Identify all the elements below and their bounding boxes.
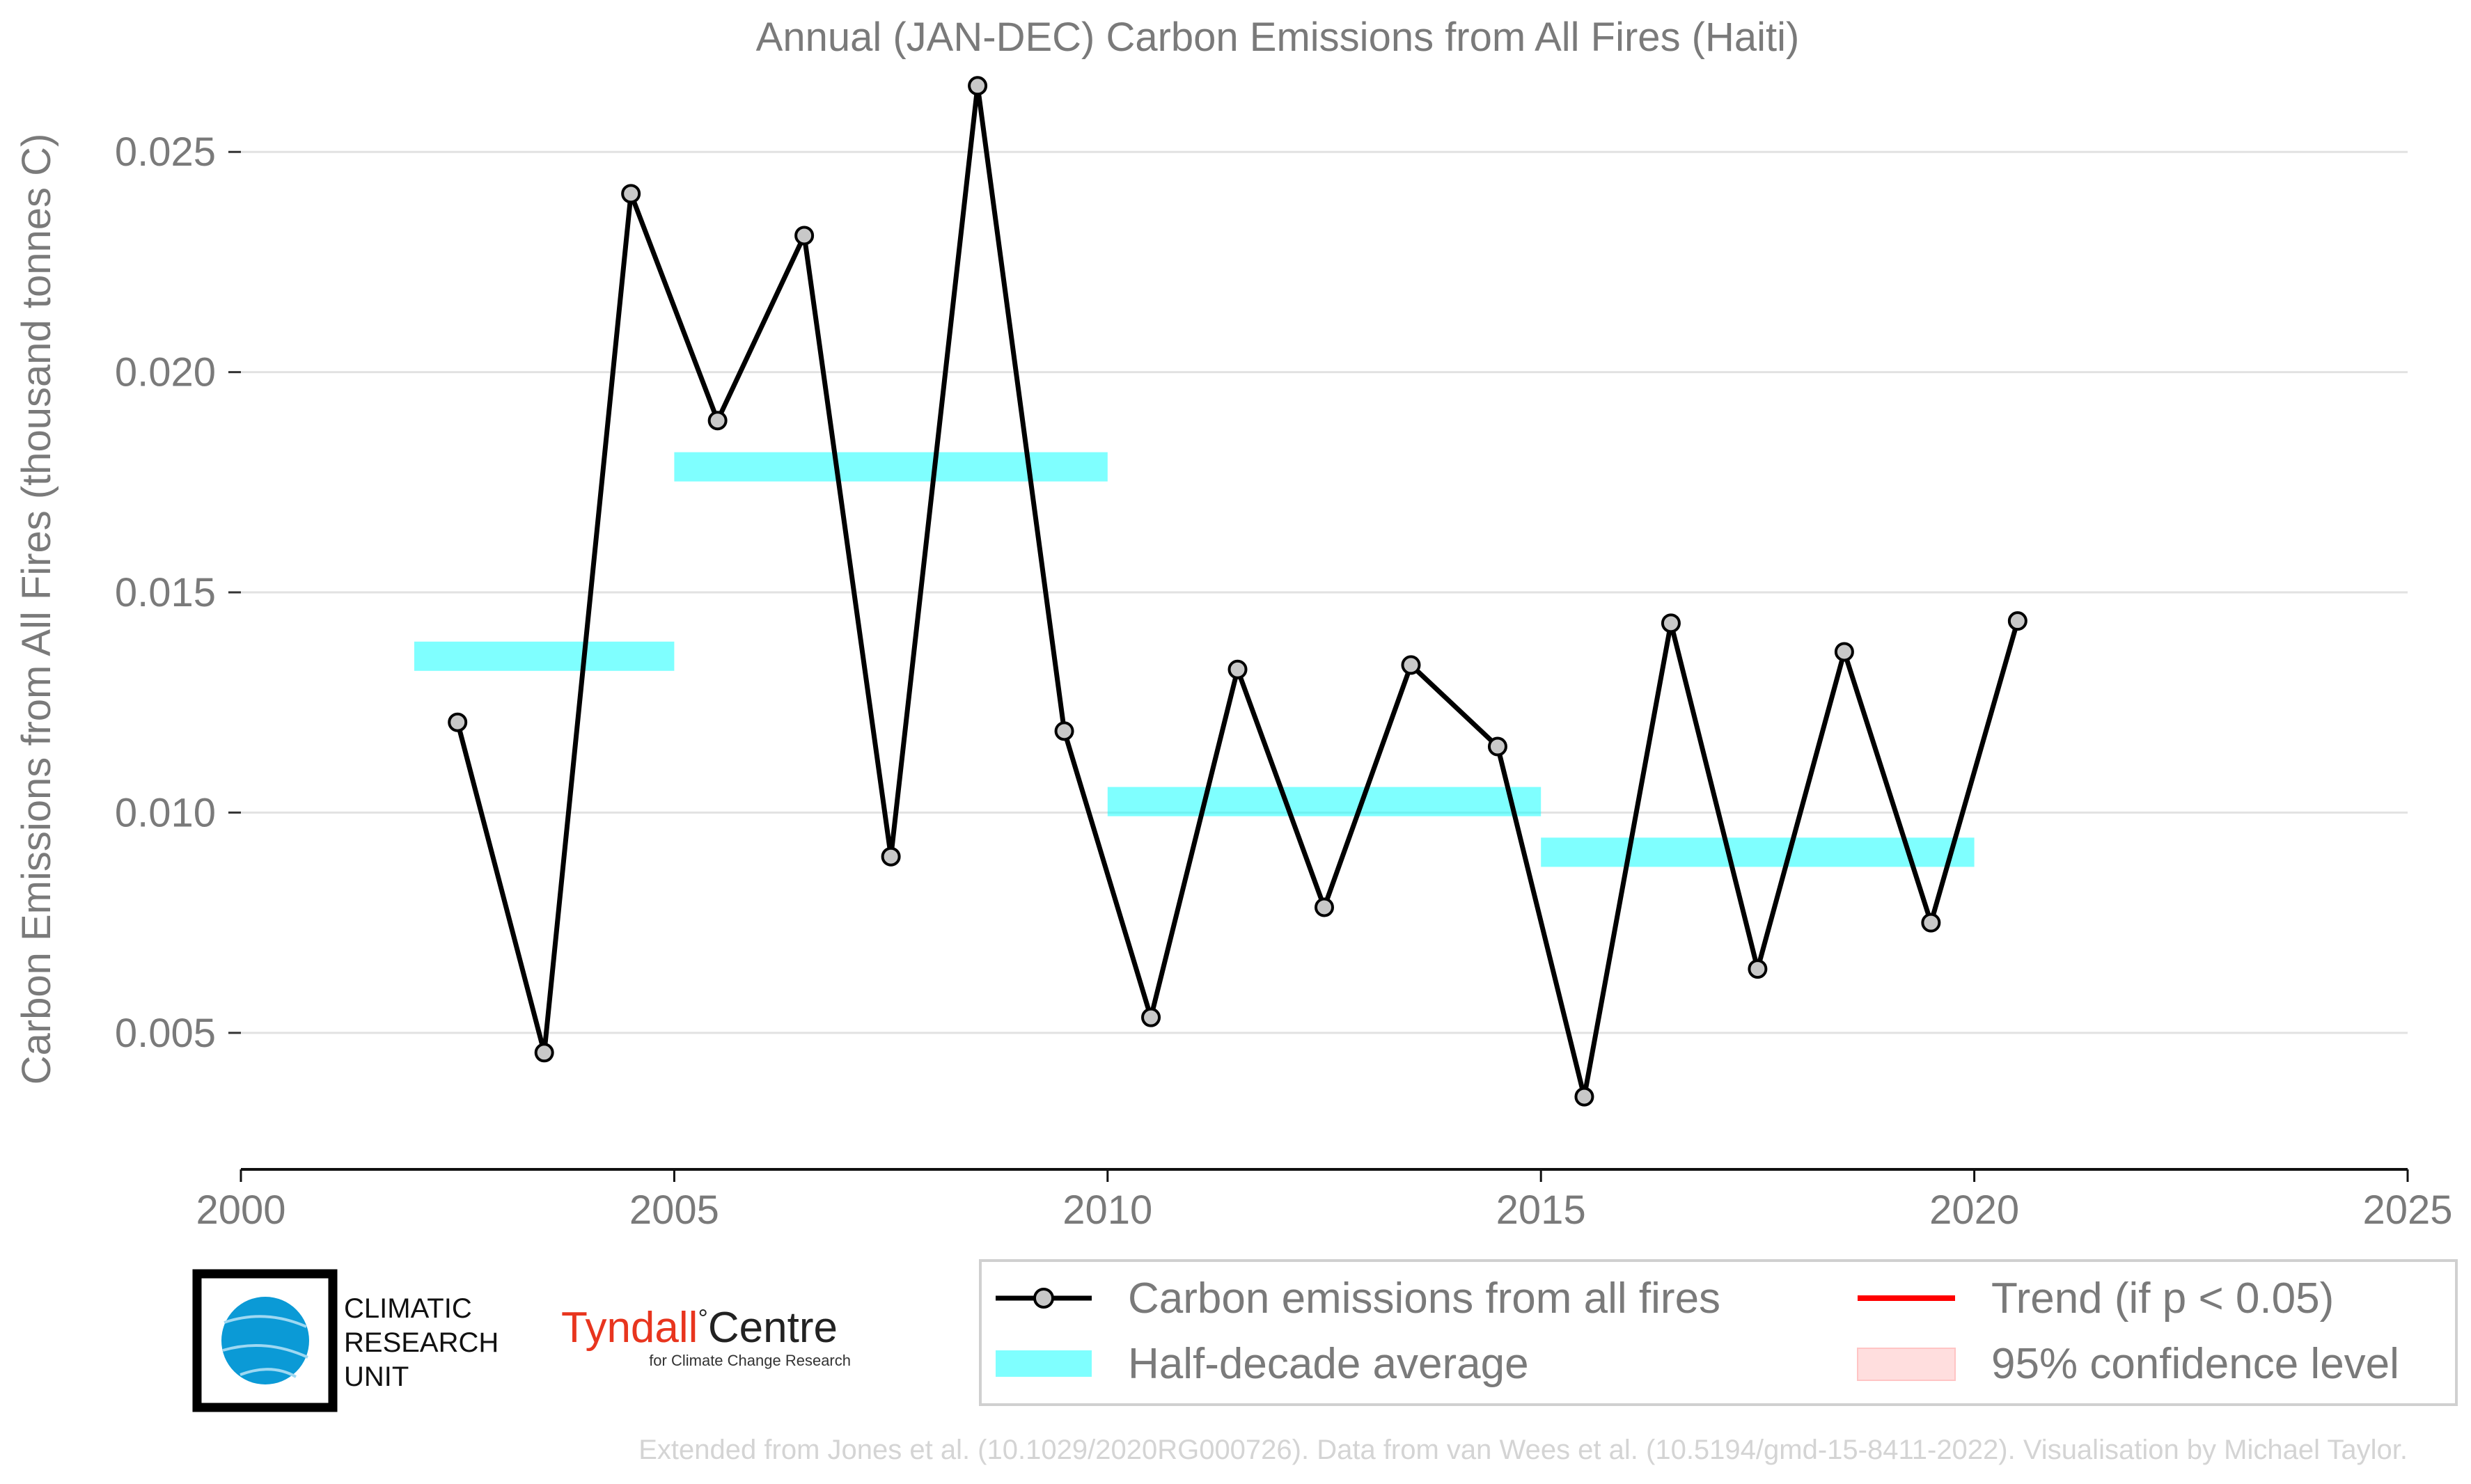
cru-logo: CLIMATIC RESEARCH UNIT bbox=[192, 1269, 499, 1412]
y-tick-label: 0.005 bbox=[115, 1011, 216, 1056]
y-tick-label: 0.020 bbox=[115, 350, 216, 395]
data-point bbox=[794, 226, 815, 246]
svg-text:Tyndall°Centre: Tyndall°Centre bbox=[561, 1304, 838, 1352]
emissions-series bbox=[455, 83, 2021, 1100]
legend-half-decade-swatch bbox=[996, 1350, 1092, 1377]
data-point bbox=[707, 411, 728, 431]
credit-text: Extended from Jones et al. (10.1029/2020… bbox=[638, 1435, 2408, 1465]
data-point bbox=[1834, 642, 1854, 662]
data-point bbox=[1921, 913, 1941, 933]
legend-confidence-swatch bbox=[1857, 1348, 1956, 1381]
data-point bbox=[1227, 659, 1248, 679]
x-tick-label: 2015 bbox=[1496, 1187, 1586, 1233]
emissions-points bbox=[448, 76, 2027, 1107]
data-point bbox=[1054, 721, 1074, 741]
x-tick-label: 2000 bbox=[196, 1187, 285, 1233]
legend-label-half-decade: Half-decade average bbox=[1128, 1340, 1529, 1388]
x-tick-label: 2010 bbox=[1062, 1187, 1152, 1233]
half-decade-average-bar bbox=[1541, 837, 1975, 867]
data-point bbox=[1661, 613, 1681, 633]
grid-lines bbox=[241, 150, 2408, 1034]
data-point bbox=[1401, 655, 1421, 675]
x-tick-label: 2020 bbox=[1929, 1187, 2019, 1233]
cru-logo-frame-left bbox=[192, 1269, 292, 1412]
globe-icon bbox=[221, 1297, 309, 1384]
y-tick-label: 0.015 bbox=[115, 570, 216, 615]
legend-box bbox=[979, 1259, 2458, 1406]
data-point bbox=[2007, 611, 2027, 631]
y-tick-label: 0.010 bbox=[115, 790, 216, 835]
emissions-line bbox=[455, 83, 2021, 1100]
cru-logo-line-1: CLIMATIC bbox=[344, 1293, 472, 1324]
x-tick-labels: 2000 2005 2010 2015 2020 2025 bbox=[196, 1169, 2453, 1233]
half-decade-average-bar bbox=[674, 452, 1108, 482]
data-point bbox=[448, 712, 468, 732]
legend-label-trend: Trend (if p < 0.05) bbox=[1991, 1274, 2334, 1323]
data-point bbox=[1141, 1007, 1161, 1027]
data-point bbox=[534, 1043, 554, 1063]
half-decade-average-bars bbox=[414, 452, 1975, 867]
tyndall-logo-subtitle: for Climate Change Research bbox=[649, 1352, 851, 1369]
cru-logo-frame-right bbox=[237, 1269, 338, 1412]
tyndall-logo-degree: ° bbox=[698, 1304, 707, 1332]
y-tick-label: 0.025 bbox=[115, 129, 216, 175]
y-tick-labels: 0.005 0.010 0.015 0.020 0.025 bbox=[115, 129, 241, 1056]
half-decade-average-bar bbox=[1107, 787, 1542, 816]
y-axis-label: Carbon Emissions from All Fires (thousan… bbox=[14, 134, 59, 1085]
cru-logo-line-2: RESEARCH bbox=[344, 1327, 499, 1358]
x-tick-label: 2005 bbox=[629, 1187, 719, 1233]
data-point bbox=[1315, 897, 1334, 917]
chart-title: Annual (JAN-DEC) Carbon Emissions from A… bbox=[756, 15, 1800, 60]
x-tick-label: 2025 bbox=[2362, 1187, 2452, 1233]
legend-label-confidence: 95% confidence level bbox=[1991, 1340, 2399, 1388]
data-point bbox=[968, 76, 988, 96]
legend: Carbon emissions from all fires Trend (i… bbox=[979, 1259, 2458, 1406]
tyndall-logo: Tyndall°Centre for Climate Change Resear… bbox=[561, 1304, 851, 1369]
half-decade-average-bar bbox=[414, 641, 675, 671]
data-point bbox=[1487, 736, 1507, 757]
data-point bbox=[881, 846, 901, 867]
cru-logo-line-3: UNIT bbox=[344, 1361, 409, 1392]
data-point bbox=[1748, 959, 1768, 979]
tyndall-logo-red: Tyndall bbox=[561, 1304, 698, 1352]
legend-marker-icon bbox=[1033, 1288, 1054, 1309]
data-point bbox=[621, 184, 641, 204]
legend-label-emissions: Carbon emissions from all fires bbox=[1128, 1274, 1720, 1323]
data-point bbox=[1574, 1087, 1594, 1107]
tyndall-logo-black: Centre bbox=[708, 1304, 838, 1352]
